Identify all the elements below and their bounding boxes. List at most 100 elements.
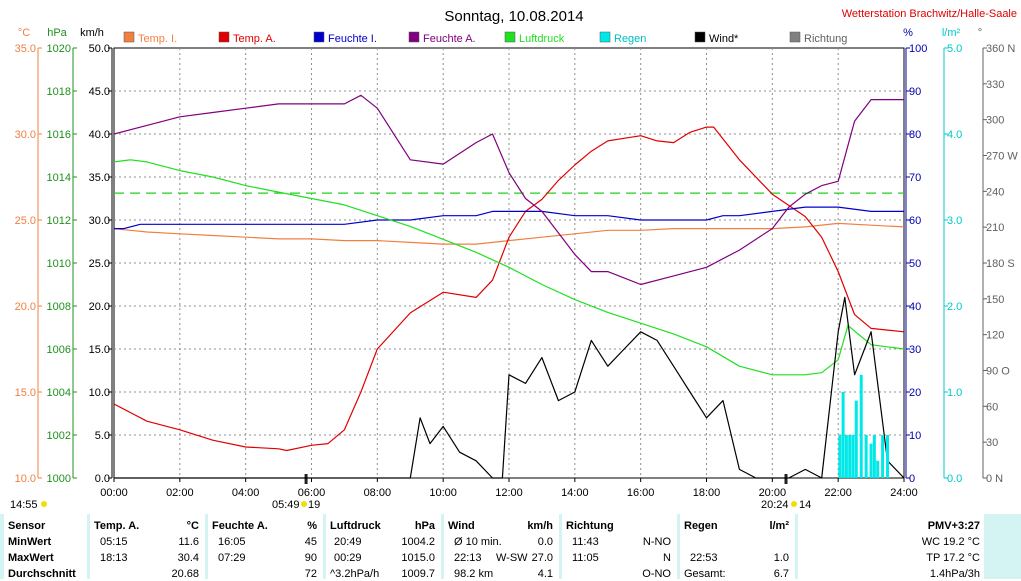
humidity-min-value: 45	[304, 536, 317, 548]
direction-axis-unit: °	[978, 27, 982, 39]
pressure-axis-tick-label: 1010	[47, 258, 71, 270]
wind-axis-unit: km/h	[80, 27, 104, 39]
wind-axis-tick-label: 20.0	[89, 301, 110, 313]
direction-axis-tick-label: 120	[986, 330, 1004, 342]
direction-title: Richtung	[566, 520, 614, 532]
temp-axis-unit: °C	[18, 27, 30, 39]
pressure-title: Luftdruck	[330, 520, 381, 532]
wind-axis-tick-label: 5.0	[95, 430, 110, 442]
station-name: Wetterstation Brachwitz/Halle-Saale	[842, 8, 1017, 20]
pressure-avg-value: 1009.7	[401, 568, 435, 580]
rain-axis-tick-label: 5.0	[947, 43, 962, 55]
temp-axis-tick-label: 15.0	[15, 387, 36, 399]
direction-axis-tick-label: 300	[986, 115, 1004, 127]
temp-min-time: 05:15	[100, 536, 128, 548]
pmv-trend: 1.4hPa/3h	[929, 568, 980, 580]
stats-temp-box: Temp. A. °C 05:15 11.6 18:13 30.4 20.68	[90, 514, 205, 580]
rain-bar	[854, 400, 858, 478]
wind-title: Wind	[448, 520, 475, 532]
stats-panel: Sensor MinWert MaxWert Durchschnitt Temp…	[0, 514, 1021, 580]
x-tick-label: 04:00	[232, 487, 260, 499]
humidity-axis-tick-label: 0	[909, 473, 915, 485]
legend: Temp. I. Temp. A. Feuchte I. Feuchte A. Luft…	[123, 31, 847, 45]
rain-axis-tick-label: 2.0	[947, 301, 962, 313]
temp-max-time: 18:13	[100, 552, 128, 564]
pressure-axis-tick-label: 1020	[47, 43, 71, 55]
x-tick-label: 18:00	[693, 487, 721, 499]
humidity-axis-tick-label: 80	[909, 129, 921, 141]
legend-label: Feuchte I.	[328, 33, 377, 45]
direction-axis-tick-label: 30	[986, 437, 998, 449]
pmv-tp: TP 17.2 °C	[926, 552, 980, 564]
humidity-title: Feuchte A.	[212, 520, 268, 532]
left-time-label: 14:55	[10, 499, 38, 511]
x-tick-label: 12:00	[495, 487, 523, 499]
series-line-wind	[114, 296, 905, 479]
direction-axis-tick-label: 180 S	[986, 258, 1015, 270]
pressure-axis-tick-label: 1004	[47, 387, 71, 399]
direction-min-value: N-NO	[642, 536, 671, 548]
humidity-axis-tick-label: 20	[909, 387, 921, 399]
direction-avg-value: O-NO	[642, 568, 671, 580]
humidity-unit: %	[307, 520, 317, 532]
pmv-wc: WC 19.2 °C	[921, 536, 980, 548]
legend-swatch	[218, 31, 230, 43]
rain-bar	[881, 435, 885, 478]
pressure-axis-tick-label: 1018	[47, 86, 71, 98]
humidity-axis-tick-label: 90	[909, 86, 921, 98]
humidity-max-value: 90	[304, 552, 317, 564]
temp-title: Temp. A.	[94, 520, 140, 532]
direction-axis-tick-label: 330	[986, 79, 1004, 91]
legend-label: Wind*	[709, 33, 739, 45]
legend-label: Richtung	[804, 33, 847, 45]
rain-bar	[848, 435, 852, 478]
pressure-min-time: 20:49	[334, 536, 362, 548]
direction-max-value: N	[663, 552, 671, 564]
sensor-header: Sensor	[8, 520, 46, 532]
humidity-axis-tick-label: 70	[909, 172, 921, 184]
rain-bar	[838, 435, 842, 478]
temp-axis-tick-label: 30.0	[15, 129, 36, 141]
rain-bar	[886, 435, 890, 478]
direction-axis-tick-label: 270 W	[986, 151, 1018, 163]
direction-axis-tick-label: 0 N	[986, 473, 1003, 485]
legend-label: Regen	[614, 33, 646, 45]
pressure-axis-tick-label: 1012	[47, 215, 71, 227]
temp-max-value: 30.4	[177, 552, 199, 564]
pressure-unit: hPa	[414, 520, 435, 532]
temp-axis-tick-label: 35.0	[15, 43, 36, 55]
temp-axis-tick-label: 20.0	[15, 301, 36, 313]
wind-max-value: 27.0	[531, 552, 553, 564]
rain-bar	[864, 435, 868, 478]
wind-axis-tick-label: 10.0	[89, 387, 110, 399]
rain-unit: l/m²	[769, 520, 789, 532]
row-max-label: MaxWert	[8, 552, 54, 564]
sunrise-label: 05:49	[272, 499, 300, 511]
x-tick-label: 22:00	[824, 487, 852, 499]
wind-distance: 98.2 km	[454, 568, 494, 580]
sun-event-tick	[304, 474, 308, 484]
legend-label: Feuchte A.	[423, 33, 476, 45]
rain-max-time: 22:53	[690, 552, 718, 564]
pressure-axis-tick-label: 1008	[47, 301, 71, 313]
pressure-axis-tick-label: 1006	[47, 344, 71, 356]
wind-min-value: 0.0	[537, 536, 553, 548]
legend-swatch	[694, 31, 706, 43]
series-line-luftdruck	[113, 159, 905, 376]
humidity-axis-tick-label: 10	[909, 430, 921, 442]
sun-markers: 14:55 05:49 19 20:24 14	[10, 499, 811, 511]
series-layer	[113, 94, 905, 479]
series-line-feuchte-i	[114, 206, 904, 230]
sunrise-dot	[301, 501, 307, 507]
wind-avg-value: 4.1	[537, 568, 553, 580]
legend-swatch	[408, 31, 420, 43]
legend-swatch	[313, 31, 325, 43]
x-tick-label: 24:00	[890, 487, 918, 499]
sunset-label: 20:24	[761, 499, 789, 511]
direction-axis-tick-label: 60	[986, 401, 998, 413]
grid	[113, 47, 905, 479]
rain-axis-tick-label: 3.0	[947, 215, 962, 227]
humidity-axis-tick-label: 40	[909, 301, 921, 313]
pressure-axis-tick-label: 1014	[47, 172, 71, 184]
